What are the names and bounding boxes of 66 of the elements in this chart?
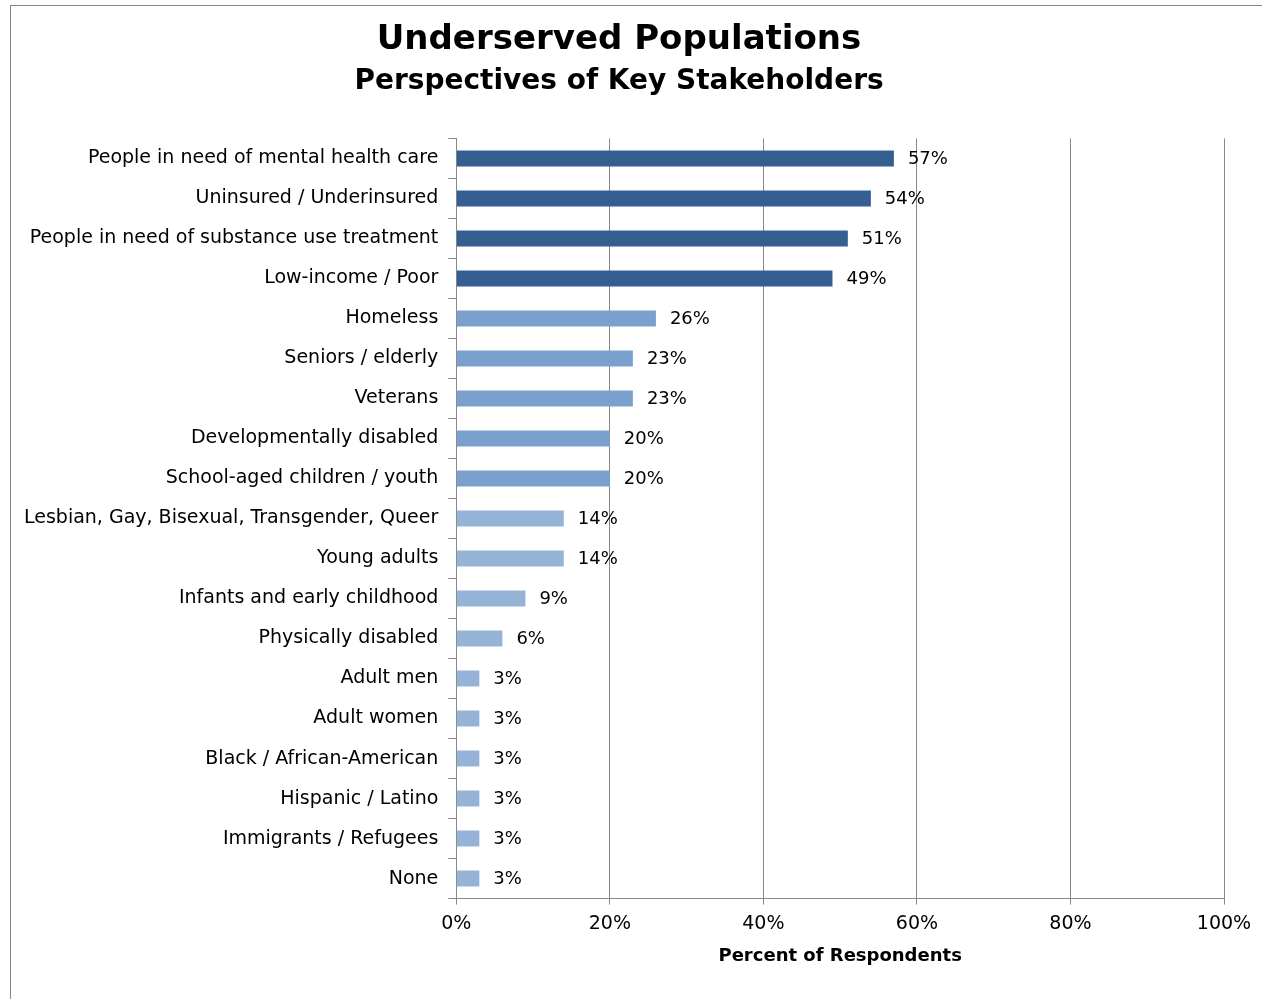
bar — [456, 510, 564, 527]
bar — [456, 630, 503, 647]
x-tick-label: 100% — [1196, 910, 1252, 933]
bar — [456, 790, 480, 807]
bar — [456, 390, 633, 407]
y-tick-label: Physically disabled — [258, 625, 439, 648]
y-tick-label: Developmentally disabled — [190, 425, 439, 448]
bar — [456, 710, 480, 727]
data-label: 26% — [669, 307, 710, 329]
y-tick-label: Hispanic / Latino — [280, 785, 439, 808]
bar — [456, 430, 610, 447]
x-axis-title: Percent of Respondents — [718, 943, 962, 965]
y-tick-label: Lesbian, Gay, Bisexual, Transgender, Queer — [23, 505, 439, 528]
data-label: 3% — [493, 667, 522, 689]
bar — [456, 870, 480, 887]
data-label: 49% — [846, 267, 887, 289]
data-label: 3% — [493, 747, 522, 769]
x-tick-label: 40% — [742, 910, 785, 933]
data-label: 6% — [516, 627, 545, 649]
data-label: 3% — [493, 867, 522, 889]
bar — [456, 190, 871, 207]
y-tick-label: Veterans — [354, 385, 439, 408]
y-tick-label: Adult men — [340, 665, 439, 688]
bar — [456, 350, 633, 367]
y-tick-label: People in need of mental health care — [87, 145, 439, 168]
data-label: 23% — [646, 347, 687, 369]
bar — [456, 670, 480, 687]
data-label: 14% — [577, 507, 618, 529]
data-label: 23% — [646, 387, 687, 409]
y-tick-label: Infants and early childhood — [178, 585, 439, 608]
y-tick-label: Low-income / Poor — [264, 265, 439, 288]
bar — [456, 310, 656, 327]
y-tick-label: Homeless — [345, 305, 439, 328]
data-label: 20% — [623, 427, 664, 449]
x-tick-label: 80% — [1049, 910, 1092, 933]
x-tick-label: 60% — [895, 910, 939, 933]
y-tick-label: School-aged children / youth — [165, 465, 439, 488]
y-tick-label: Adult women — [313, 705, 439, 728]
data-label: 3% — [493, 787, 522, 809]
data-label: 54% — [884, 187, 925, 209]
x-tick-label: 0% — [441, 910, 472, 933]
y-tick-label: People in need of substance use treatment — [29, 225, 439, 248]
y-tick-label: None — [388, 865, 439, 888]
y-tick-label: Seniors / elderly — [284, 345, 439, 368]
bar — [456, 470, 610, 487]
y-tick-label: Immigrants / Refugees — [222, 825, 439, 848]
x-tick-label: 20% — [588, 910, 631, 933]
data-label: 57% — [907, 147, 948, 169]
bar — [456, 750, 480, 767]
chart-subtitle: Perspectives of Key Stakeholders — [354, 62, 884, 96]
y-tick-label: Young adults — [316, 545, 439, 568]
data-label: 51% — [861, 227, 902, 249]
bar — [456, 150, 894, 167]
data-label: 20% — [623, 467, 664, 489]
data-label: 3% — [493, 707, 522, 729]
data-label: 9% — [539, 587, 568, 609]
y-tick-label: Black / African-American — [205, 745, 439, 768]
data-label: 3% — [493, 827, 522, 849]
chart-title: Underserved Populations — [376, 17, 862, 58]
data-label: 14% — [577, 547, 618, 569]
bar — [456, 550, 564, 567]
bar — [456, 830, 480, 847]
bar — [456, 590, 526, 607]
y-tick-label: Uninsured / Underinsured — [195, 185, 439, 208]
bar — [456, 270, 833, 287]
bar — [456, 230, 848, 247]
